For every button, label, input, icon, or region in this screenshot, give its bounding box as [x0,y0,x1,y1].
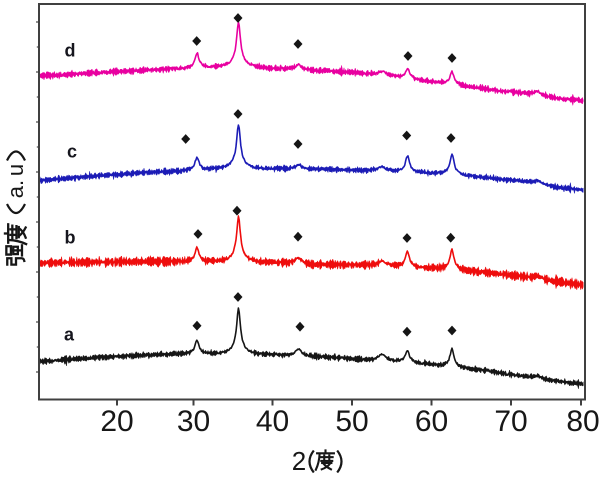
svg-text:30: 30 [177,405,210,438]
svg-text:80: 80 [566,405,599,438]
svg-text:20: 20 [100,405,133,438]
svg-text:c: c [67,142,77,162]
svg-text:a: a [64,325,75,345]
svg-text:50: 50 [335,405,368,438]
svg-text:d: d [65,41,76,61]
svg-text:40: 40 [256,405,289,438]
svg-text:a.: a. [3,180,28,198]
svg-text:2: 2 [292,446,306,476]
svg-text:60: 60 [415,405,448,438]
svg-text:b: b [65,228,76,248]
svg-text:70: 70 [494,405,527,438]
svg-text:u: u [3,164,28,176]
